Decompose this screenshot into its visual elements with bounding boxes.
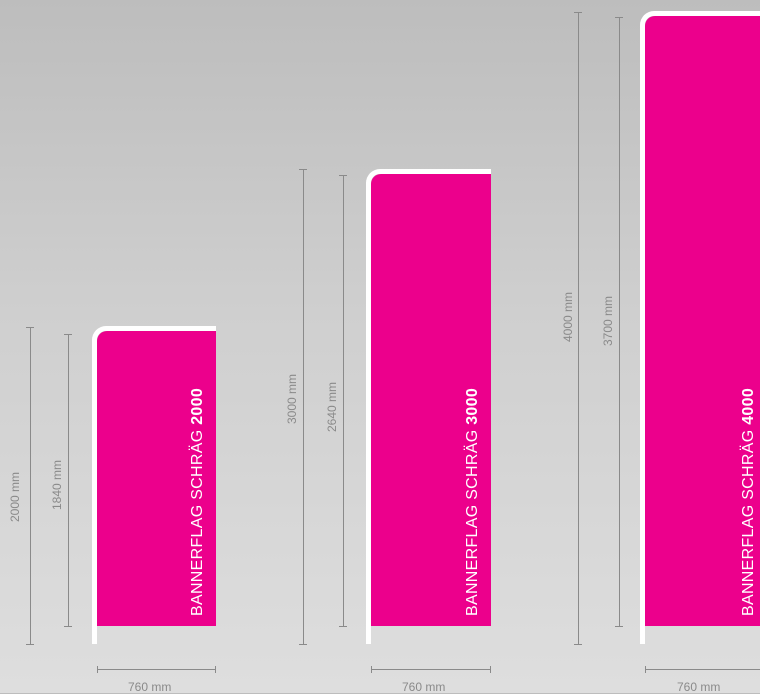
width-line [97,669,216,670]
flag-label: BANNERFLAG SCHRÄG 4000 [740,388,758,616]
fabric-height-bottom-tick [64,626,72,627]
flag-label-size: 4000 [740,387,757,425]
total-height-bottom-tick [574,644,582,645]
flag-fabric [645,16,760,626]
fabric-height-bottom-tick [339,626,347,627]
width-line [371,669,491,670]
fabric-height-line [68,334,69,626]
width-label: 760 mm [677,680,721,694]
total-height-line [30,327,31,644]
fabric-height-label: 1840 mm [50,459,64,510]
fabric-height-label: 3700 mm [601,295,615,346]
fabric-height-bottom-tick [615,626,623,627]
flag-label: BANNERFLAG SCHRÄG 3000 [464,388,482,616]
total-height-bottom-tick [26,644,34,645]
total-height-label: 2000 mm [8,471,22,522]
total-height-label: 3000 mm [285,373,299,424]
fabric-height-line [343,175,344,626]
flag-label-prefix: BANNERFLAG SCHRÄG [189,424,206,616]
flag-label: BANNERFLAG SCHRÄG 2000 [189,388,207,616]
flag-label-prefix: BANNERFLAG SCHRÄG [740,424,757,616]
total-height-bottom-tick [299,644,307,645]
flag-label-size: 2000 [189,387,206,425]
width-label: 760 mm [402,680,446,694]
fabric-height-line [619,17,620,626]
total-height-label: 4000 mm [561,291,575,342]
flag-fabric [97,331,216,626]
total-height-line [578,12,579,644]
flag-label-size: 3000 [464,387,481,425]
total-height-line [303,169,304,644]
flag-pole [640,11,760,644]
flag-pole [366,169,491,644]
width-right-tick [215,666,216,673]
width-right-tick [490,666,491,673]
width-line [645,669,760,670]
flag-pole [92,326,216,644]
width-label: 760 mm [128,680,172,694]
flag-label-prefix: BANNERFLAG SCHRÄG [464,424,481,616]
fabric-height-label: 2640 mm [325,381,339,432]
flag-fabric [371,174,491,626]
